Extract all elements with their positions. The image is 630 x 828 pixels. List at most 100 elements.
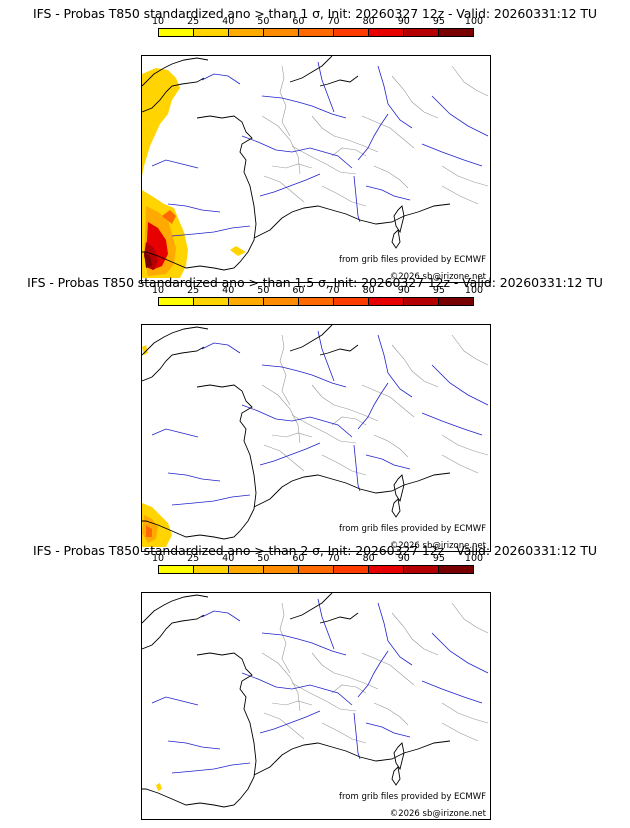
admin-border <box>361 115 415 149</box>
river <box>365 454 411 470</box>
colorbar-tick-label: 40 <box>222 553 235 564</box>
river <box>317 330 335 382</box>
colorbar-tick-label: 80 <box>362 285 375 296</box>
colorbar-segment <box>159 566 194 573</box>
colorbar-segment <box>439 298 473 305</box>
coastline <box>391 766 401 786</box>
colorbar <box>158 28 474 37</box>
river <box>421 143 483 167</box>
colorbar-segment <box>229 298 264 305</box>
admin-border <box>441 185 479 205</box>
river <box>357 650 389 698</box>
colorbar-segment <box>194 29 229 36</box>
admin-border <box>373 434 409 458</box>
colorbar-segment <box>404 298 439 305</box>
admin-border <box>441 454 479 474</box>
colorbar-tick-label: 70 <box>327 285 340 296</box>
river <box>171 494 251 506</box>
river <box>377 602 413 666</box>
coastline <box>142 652 257 808</box>
river <box>201 342 241 354</box>
admin-border <box>391 75 439 119</box>
admin-border <box>441 165 489 187</box>
admin-border <box>263 712 305 740</box>
colorbar-tick-label: 40 <box>222 16 235 27</box>
colorbar-tick-label: 90 <box>397 285 410 296</box>
river <box>259 173 321 197</box>
colorbar-segment <box>194 298 229 305</box>
river <box>241 672 353 706</box>
copyright-credit: ©2026 sb@irizone.net <box>389 809 486 819</box>
colorbar-segment <box>194 566 229 573</box>
colorbar-tick-label: 80 <box>362 16 375 27</box>
colorbar-tick-label: 70 <box>327 553 340 564</box>
coastline <box>319 612 359 624</box>
colorbar-segment <box>369 566 404 573</box>
colorbar-tick-label: 90 <box>397 553 410 564</box>
colorbar-tick-label: 10 <box>151 285 165 296</box>
admin-border <box>441 722 479 742</box>
admin-border <box>373 702 409 726</box>
admin-border <box>331 416 367 426</box>
colorbar-segment <box>404 566 439 573</box>
colorbar-segment <box>299 29 334 36</box>
coastline <box>253 740 451 776</box>
river <box>241 404 353 438</box>
admin-border <box>291 145 357 175</box>
river <box>365 185 411 201</box>
admin-border <box>271 163 313 169</box>
coastline <box>319 344 359 356</box>
panel-title: IFS - Probas T850 standardized ano > tha… <box>33 6 597 21</box>
colorbar-segment <box>159 298 194 305</box>
colorbar-tick-label: 25 <box>187 285 200 296</box>
colorbar-segment <box>334 29 369 36</box>
colorbar-segment <box>369 29 404 36</box>
admin-border <box>291 682 357 712</box>
colorbar-segment <box>334 298 369 305</box>
coastline <box>142 77 205 113</box>
probability-area <box>144 252 152 268</box>
admin-border <box>331 147 367 157</box>
coastline <box>393 474 405 503</box>
colorbar-tick-label: 25 <box>187 16 200 27</box>
admin-border <box>261 115 301 175</box>
coastline <box>142 594 209 624</box>
admin-border <box>451 65 489 97</box>
colorbar-segment <box>299 298 334 305</box>
coastline <box>142 57 209 87</box>
coastline <box>253 472 451 508</box>
coastline <box>289 593 333 620</box>
colorbar-tick-label: 70 <box>327 16 340 27</box>
map-area: from grib files provided by ECMWF ©2026 … <box>141 55 491 283</box>
admin-border <box>261 384 301 444</box>
coastline <box>289 56 333 83</box>
coastline <box>253 203 451 239</box>
probability-area <box>230 246 246 256</box>
river <box>201 610 241 622</box>
admin-border <box>263 444 305 472</box>
probability-area <box>142 72 164 118</box>
source-credit: from grib files provided by ECMWF <box>339 792 486 802</box>
admin-border <box>279 334 291 406</box>
coastline <box>142 346 205 382</box>
colorbar-tick-label: 80 <box>362 553 375 564</box>
colorbar-segment <box>439 29 473 36</box>
admin-border <box>391 344 439 388</box>
map-panel-3: IFS - Probas T850 standardized ano > tha… <box>0 543 630 820</box>
river <box>259 710 321 734</box>
map-svg <box>142 56 489 278</box>
colorbar-tick-label: 25 <box>187 553 200 564</box>
river <box>261 632 347 656</box>
admin-border <box>331 684 367 694</box>
river <box>377 334 413 398</box>
admin-border <box>451 602 489 634</box>
colorbar-segment <box>369 298 404 305</box>
admin-border <box>361 384 415 418</box>
colorbar-ticks: 10 25 40 50 60 70 80 90 95 100 <box>152 553 483 564</box>
coastline <box>393 205 405 234</box>
map-svg <box>142 593 489 808</box>
river <box>171 762 251 774</box>
panel-title: IFS - Probas T850 standardized ano > tha… <box>33 543 597 558</box>
admin-border <box>291 414 357 444</box>
admin-border <box>451 334 489 366</box>
